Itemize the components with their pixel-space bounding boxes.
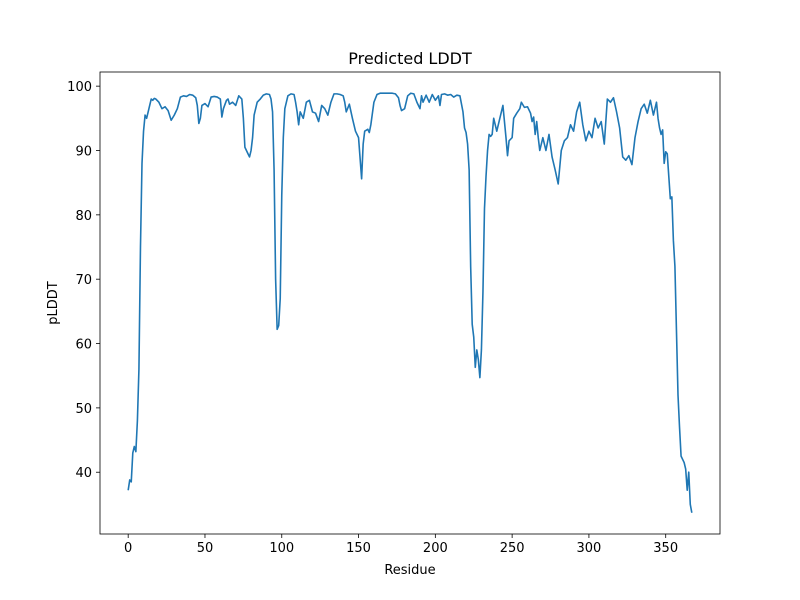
y-tick-label: 60 [75, 338, 92, 353]
y-tick-label: 80 [75, 209, 92, 224]
x-tick-label: 300 [577, 541, 602, 556]
x-tick-label: 100 [269, 541, 294, 556]
x-tick-label: 200 [423, 541, 448, 556]
y-tick-label: 50 [75, 402, 92, 417]
chart-title: Predicted LDDT [348, 49, 472, 68]
y-tick-label: 100 [67, 80, 92, 95]
plot-frame [99, 71, 721, 535]
x-tick-label: 50 [197, 541, 214, 556]
x-tick-label: 0 [124, 541, 132, 556]
data-line [127, 92, 693, 513]
y-tick-label: 40 [75, 466, 92, 481]
x-tick-label: 150 [346, 541, 371, 556]
x-tick-label: 250 [500, 541, 525, 556]
x-axis-label: Residue [384, 563, 435, 578]
x-tick-label: 350 [653, 541, 678, 556]
y-tick-label: 70 [75, 273, 92, 288]
y-axis-label: pLDDT [46, 281, 61, 325]
y-tick-label: 90 [75, 145, 92, 160]
